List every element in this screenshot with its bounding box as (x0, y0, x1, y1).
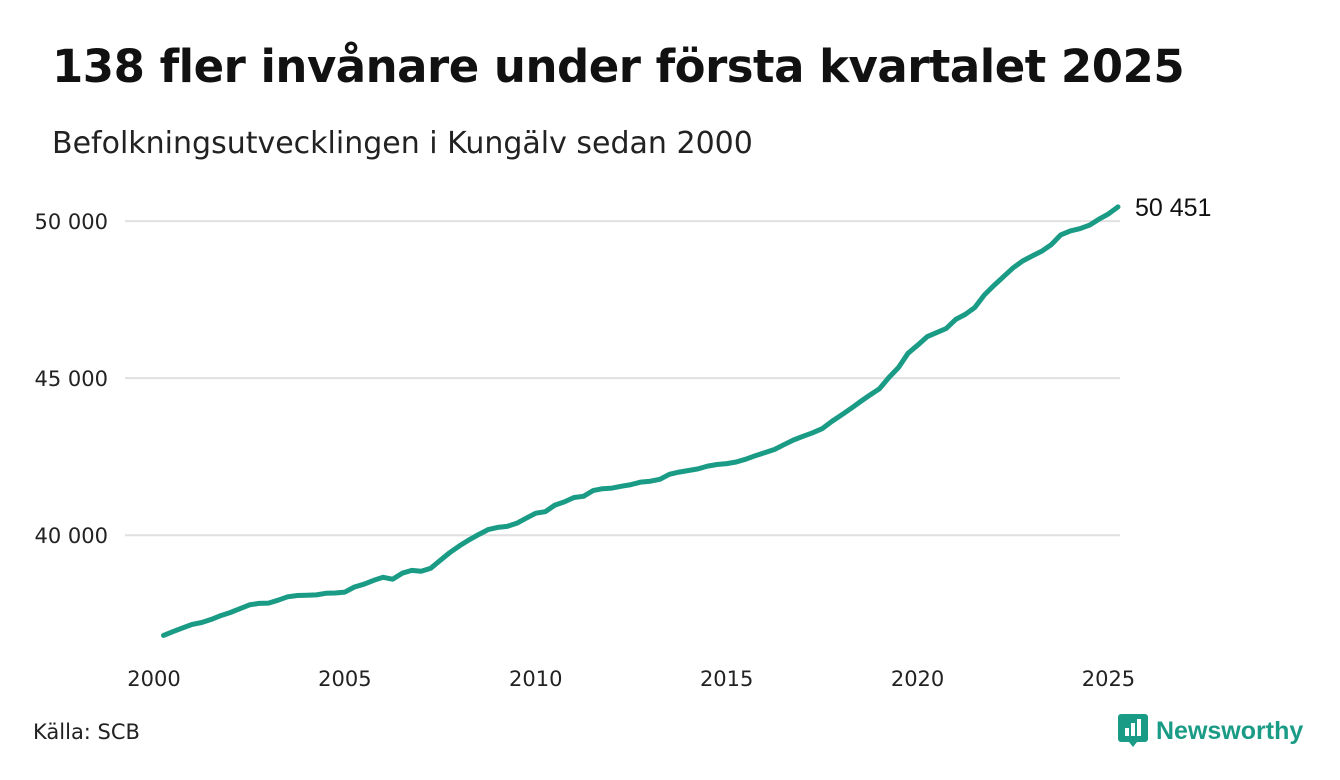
chart-subtitle: Befolkningsutvecklingen i Kungälv sedan … (52, 126, 753, 161)
chart-title: 138 fler invånare under första kvartalet… (52, 40, 1185, 93)
x-tick-label: 2000 (127, 667, 180, 691)
end-value-label: 50 451 (1135, 194, 1211, 222)
y-tick-label: 40 000 (35, 524, 108, 548)
series-line-population (161, 204, 1121, 638)
x-tick-label: 2015 (700, 667, 753, 691)
series-layer (161, 204, 1121, 638)
brand-logo[interactable]: Newsworthy (1118, 714, 1303, 748)
x-axis-ticks: 2000 2005 2010 2015 2020 2025 (127, 667, 1135, 691)
y-tick-label: 45 000 (35, 367, 108, 391)
newsworthy-logo-icon (1118, 714, 1148, 747)
x-tick-label: 2005 (318, 667, 371, 691)
y-axis-ticks: 40 000 45 000 50 000 (35, 210, 108, 548)
brand-name: Newsworthy (1156, 716, 1304, 745)
y-tick-label: 50 000 (35, 210, 108, 234)
source-note: Källa: SCB (33, 720, 140, 744)
x-tick-label: 2010 (509, 667, 562, 691)
x-tick-label: 2025 (1082, 667, 1135, 691)
x-tick-label: 2020 (891, 667, 944, 691)
gridlines (125, 220, 1120, 537)
